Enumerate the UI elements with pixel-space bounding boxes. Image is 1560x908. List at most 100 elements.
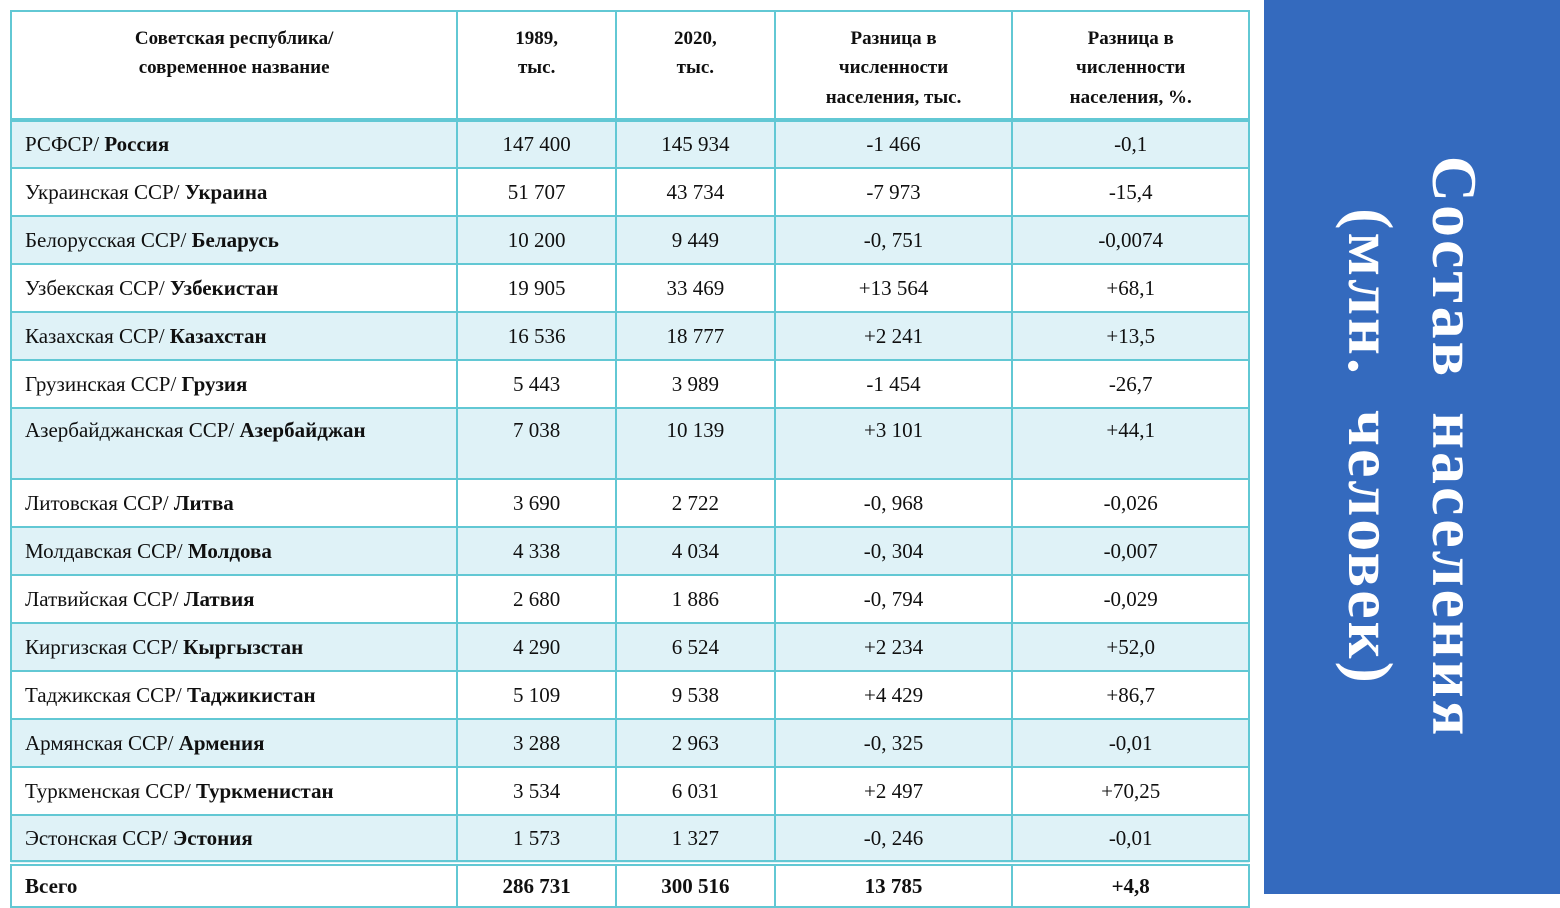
pop-2020-cell: 9 538 (615, 670, 776, 721)
republic-name: Грузинская ССР/ Грузия (9, 359, 459, 410)
diff-thousands-cell: +13 564 (773, 263, 1014, 314)
diff-percent-cell: +52,0 (1011, 622, 1250, 673)
republic-name: Узбекская ССР/ Узбекистан (9, 263, 459, 314)
table-row: Латвийская ССР/ Латвия 2 680 1 886 -0, 7… (9, 574, 1250, 625)
slide-title: Состав населения (млн. человек) (1328, 156, 1496, 739)
pop-2020-cell: 2 722 (615, 478, 776, 529)
col-header-diff-thousands: Разница в численности населения, тыс. (773, 9, 1014, 123)
diff-percent-cell: -0,01 (1011, 718, 1250, 769)
diff-thousands-cell: +2 241 (773, 311, 1014, 362)
diff-percent-cell: -15,4 (1011, 167, 1250, 218)
republic-soviet-name: Грузинская ССР/ (25, 371, 177, 396)
republic-name: Армянская ССР/ Армения (9, 718, 459, 769)
republic-name: РСФСР/ Россия (9, 119, 459, 170)
republic-modern-name: Грузия (181, 371, 248, 396)
pop-1989-cell: 5 109 (456, 670, 617, 721)
table-row: Армянская ССР/ Армения 3 288 2 963 -0, 3… (9, 718, 1250, 769)
republic-name: Литовская ССР/ Литва (9, 478, 459, 529)
table-row: Украинская ССР/ Украина 51 707 43 734 -7… (9, 167, 1250, 218)
total-label: Всего (9, 860, 459, 908)
diff-thousands-cell: +2 234 (773, 622, 1014, 673)
republic-soviet-name: Киргизская ССР/ (25, 634, 178, 659)
republic-modern-name: Таджикистан (186, 682, 316, 707)
diff-thousands-cell: +4 429 (773, 670, 1014, 721)
pop-2020-cell: 4 034 (615, 526, 776, 577)
republic-modern-name: Кыргызстан (183, 634, 304, 659)
population-table-grid: Советская республика/ современное назван… (9, 9, 1250, 908)
slide-title-line2: (млн. человек) (1335, 208, 1406, 686)
pop-1989-cell: 4 338 (456, 526, 617, 577)
table-row: Азербайджанская ССР/ Азербайджан 7 038 1… (9, 407, 1250, 481)
pop-1989-cell: 2 680 (456, 574, 617, 625)
pop-1989-cell: 16 536 (456, 311, 617, 362)
pop-1989-cell: 147 400 (456, 119, 617, 170)
republic-soviet-name: Армянская ССР/ (25, 730, 174, 755)
pop-1989-cell: 5 443 (456, 359, 617, 410)
republic-soviet-name: Молдавская ССР/ (25, 538, 183, 563)
header-row: Советская республика/ современное назван… (9, 9, 1250, 123)
republic-modern-name: Латвия (183, 586, 255, 611)
total-1989: 286 731 (456, 860, 617, 908)
pop-2020-cell: 43 734 (615, 167, 776, 218)
col-header-diff-percent: Разница в численности населения, %. (1011, 9, 1250, 123)
republic-soviet-name: Азербайджанская ССР/ (25, 418, 235, 443)
republic-soviet-name: Эстонская ССР/ (25, 825, 168, 850)
diff-percent-cell: -0,029 (1011, 574, 1250, 625)
diff-thousands-cell: -1 466 (773, 119, 1014, 170)
republic-name: Эстонская ССР/ Эстония (9, 814, 459, 865)
total-diff-thousands: 13 785 (773, 860, 1014, 908)
republic-modern-name: Беларусь (191, 227, 279, 252)
republic-soviet-name: Туркменская ССР/ (25, 778, 191, 803)
republic-modern-name: Узбекистан (169, 275, 279, 300)
table-row: Литовская ССР/ Литва 3 690 2 722 -0, 968… (9, 478, 1250, 529)
pop-1989-cell: 3 534 (456, 766, 617, 817)
republic-modern-name: Украина (184, 179, 268, 204)
republic-soviet-name: Таджикская ССР/ (25, 682, 182, 707)
republic-soviet-name: Литовская ССР/ (25, 490, 169, 515)
republic-soviet-name: Латвийская ССР/ (25, 586, 179, 611)
col-header-republic: Советская республика/ современное назван… (9, 9, 459, 123)
diff-thousands-cell: -0, 325 (773, 718, 1014, 769)
republic-name: Туркменская ССР/ Туркменистан (9, 766, 459, 817)
table-row: Молдавская ССР/ Молдова 4 338 4 034 -0, … (9, 526, 1250, 577)
diff-percent-cell: +86,7 (1011, 670, 1250, 721)
diff-thousands-cell: -0, 794 (773, 574, 1014, 625)
pop-2020-cell: 1 327 (615, 814, 776, 865)
republic-name: Азербайджанская ССР/ Азербайджан (9, 407, 459, 481)
pop-2020-cell: 3 989 (615, 359, 776, 410)
col-header-1989: 1989, тыс. (456, 9, 617, 123)
diff-thousands-cell: -0, 246 (773, 814, 1014, 865)
diff-thousands-cell: +3 101 (773, 407, 1014, 481)
total-row: Всего 286 731 300 516 13 785 +4,8 (9, 860, 1250, 908)
republic-modern-name: Азербайджан (239, 418, 366, 443)
pop-1989-cell: 10 200 (456, 215, 617, 266)
pop-1989-cell: 3 690 (456, 478, 617, 529)
diff-percent-cell: -0,01 (1011, 814, 1250, 865)
diff-percent-cell: -0,007 (1011, 526, 1250, 577)
table-row: Узбекская ССР/ Узбекистан 19 905 33 469 … (9, 263, 1250, 314)
diff-percent-cell: -26,7 (1011, 359, 1250, 410)
pop-1989-cell: 51 707 (456, 167, 617, 218)
table-row: Киргизская ССР/ Кыргызстан 4 290 6 524 +… (9, 622, 1250, 673)
republic-name: Белорусская ССР/ Беларусь (9, 215, 459, 266)
table-row: Белорусская ССР/ Беларусь 10 200 9 449 -… (9, 215, 1250, 266)
pop-2020-cell: 9 449 (615, 215, 776, 266)
total-diff-percent: +4,8 (1011, 860, 1250, 908)
diff-thousands-cell: -7 973 (773, 167, 1014, 218)
republic-modern-name: Эстония (173, 825, 253, 850)
republic-soviet-name: Узбекская ССР/ (25, 275, 165, 300)
diff-thousands-cell: +2 497 (773, 766, 1014, 817)
pop-2020-cell: 1 886 (615, 574, 776, 625)
table-row: РСФСР/ Россия 147 400 145 934 -1 466 -0,… (9, 119, 1250, 170)
republic-soviet-name: Казахская ССР/ (25, 323, 165, 348)
table-row: Таджикская ССР/ Таджикистан 5 109 9 538 … (9, 670, 1250, 721)
republic-name: Таджикская ССР/ Таджикистан (9, 670, 459, 721)
republic-name: Казахская ССР/ Казахстан (9, 311, 459, 362)
diff-thousands-cell: -0, 968 (773, 478, 1014, 529)
republic-soviet-name: Украинская ССР/ (25, 179, 180, 204)
republic-soviet-name: РСФСР/ (25, 132, 100, 157)
diff-percent-cell: +44,1 (1011, 407, 1250, 481)
total-2020: 300 516 (615, 860, 776, 908)
slide-title-line1: Состав населения (1419, 155, 1490, 739)
table-row: Казахская ССР/ Казахстан 16 536 18 777 +… (9, 311, 1250, 362)
